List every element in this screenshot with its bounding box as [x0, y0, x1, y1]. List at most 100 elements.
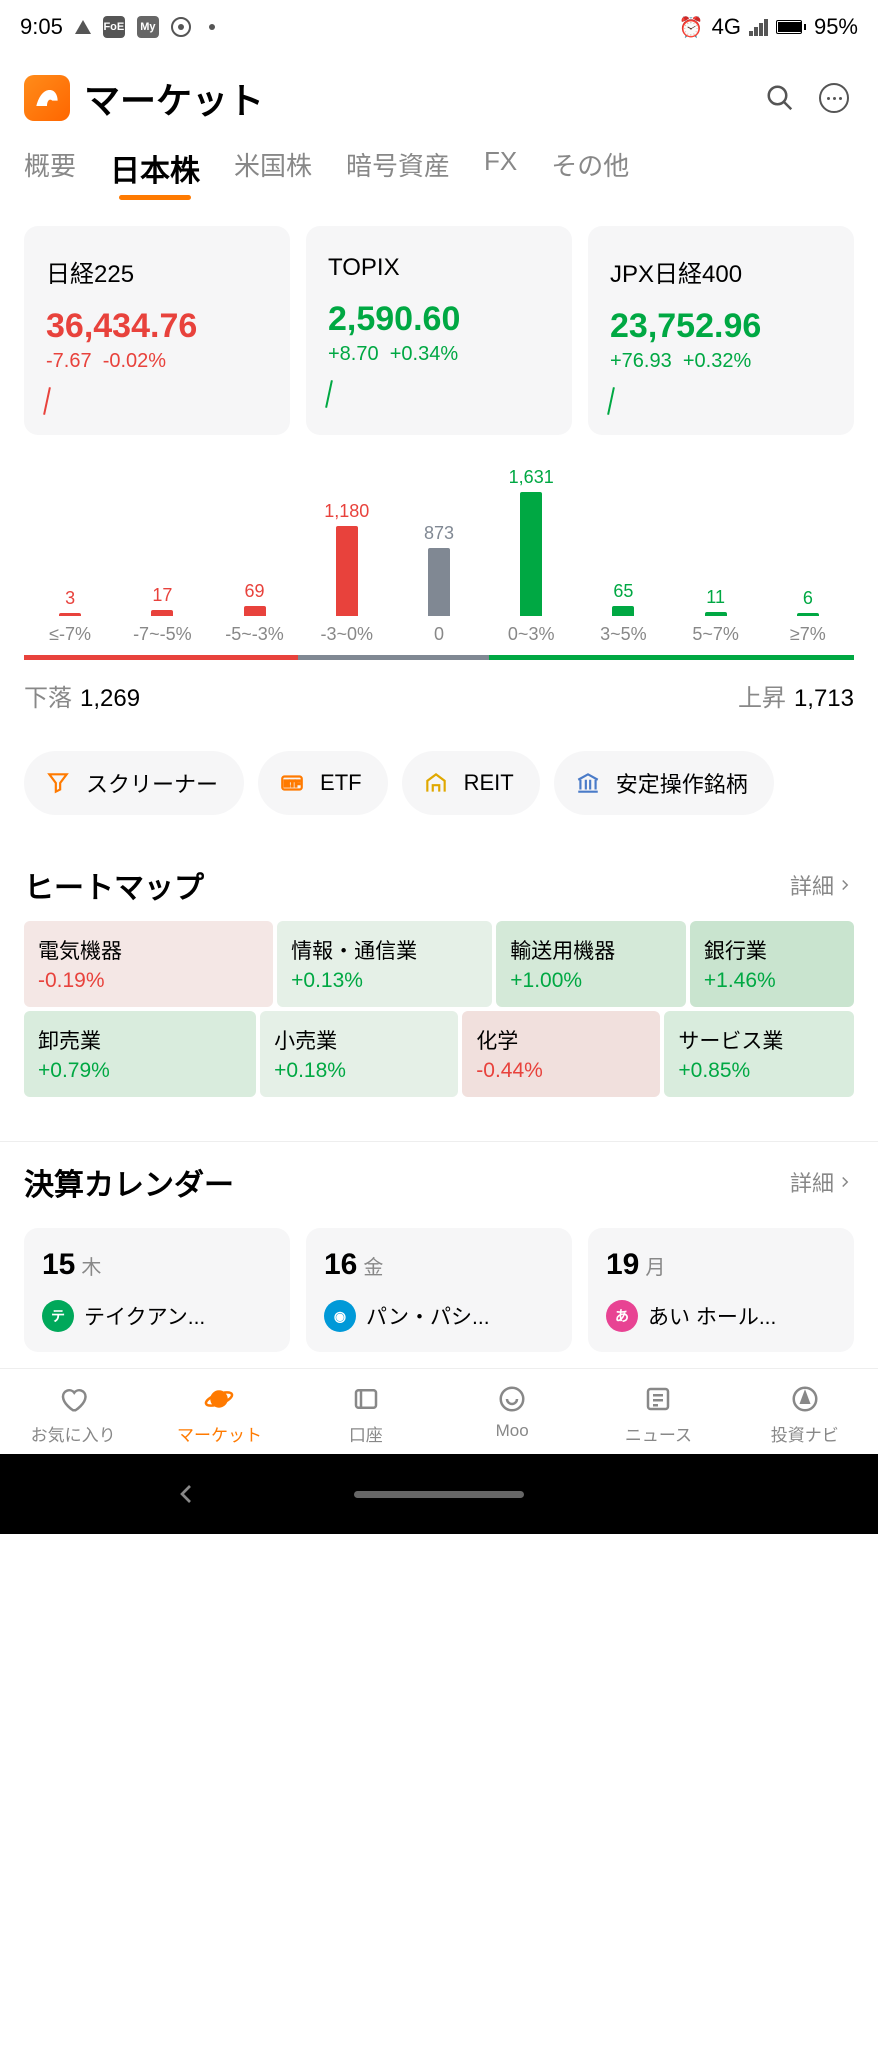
- cal-day: 15: [42, 1248, 75, 1282]
- heat-cell[interactable]: 銀行業+1.46%: [690, 921, 854, 1007]
- heat-cell[interactable]: 化学-0.44%: [462, 1011, 660, 1097]
- range-segment: [24, 655, 298, 660]
- moo-icon: [494, 1381, 530, 1417]
- tab-4[interactable]: FX: [484, 146, 517, 198]
- nav-account[interactable]: 口座: [293, 1369, 439, 1454]
- heat-name: 情報・通信業: [291, 935, 478, 965]
- tab-2[interactable]: 米国株: [234, 146, 312, 198]
- more-menu-button[interactable]: [814, 78, 854, 118]
- down-label: 下落: [24, 685, 72, 712]
- dist-value: 69: [245, 581, 265, 602]
- dist-value: 873: [424, 523, 454, 544]
- range-segment: [298, 655, 489, 660]
- heatmap[interactable]: 電気機器-0.19%情報・通信業+0.13%輸送用機器+1.00%銀行業+1.4…: [0, 921, 878, 1097]
- network-type: 4G: [712, 14, 741, 40]
- cal-day: 19: [606, 1248, 639, 1282]
- dist-col-3: 1,180 -3~0%: [301, 501, 393, 645]
- heat-name: サービス業: [678, 1025, 840, 1055]
- heat-pct: +0.18%: [274, 1059, 444, 1083]
- heat-pct: +1.46%: [704, 969, 840, 993]
- heat-name: 輸送用機器: [510, 935, 672, 965]
- tab-1[interactable]: 日本株: [110, 146, 200, 198]
- heat-cell[interactable]: 小売業+0.18%: [260, 1011, 458, 1097]
- earnings-calendar: 15木 テテイクアン... 16金 ◉パン・パシ... 19月 ああい ホール.…: [0, 1218, 878, 1352]
- earnings-detail-link[interactable]: 詳細: [790, 1166, 854, 1198]
- status-time: 9:05: [20, 14, 63, 40]
- dist-col-1: 17 -7~-5%: [116, 585, 208, 645]
- heat-name: 卸売業: [38, 1025, 242, 1055]
- index-change: +8.70 +0.34%: [328, 343, 550, 366]
- up-count: 1,713: [794, 685, 854, 712]
- svg-text:ETF: ETF: [284, 778, 300, 788]
- index-change: -7.67 -0.02%: [46, 350, 268, 373]
- dist-value: 1,180: [324, 501, 369, 522]
- heat-cell[interactable]: 電気機器-0.19%: [24, 921, 273, 1007]
- dist-col-8: 6 ≥7%: [762, 588, 854, 645]
- chip-reit[interactable]: REIT: [402, 751, 540, 815]
- nav-news[interactable]: ニュース: [585, 1369, 731, 1454]
- calendar-card-2[interactable]: 19月 ああい ホール...: [588, 1228, 854, 1352]
- down-count: 1,269: [80, 685, 140, 712]
- heat-cell[interactable]: サービス業 +0.85%: [664, 1011, 854, 1097]
- calendar-card-1[interactable]: 16金 ◉パン・パシ...: [306, 1228, 572, 1352]
- heat-cell[interactable]: 情報・通信業+0.13%: [277, 921, 492, 1007]
- company-icon: テ: [42, 1300, 74, 1332]
- nav-planet[interactable]: マーケット: [146, 1369, 292, 1454]
- etf-icon: ETF: [276, 767, 308, 799]
- cal-dow: 金: [363, 1251, 383, 1280]
- calendar-card-0[interactable]: 15木 テテイクアン...: [24, 1228, 290, 1352]
- heatmap-detail-link[interactable]: 詳細: [790, 869, 854, 901]
- heat-cell[interactable]: 卸売業+0.79%: [24, 1011, 256, 1097]
- bottom-nav: お気に入りマーケット 口座 Moo ニュース 投資ナビ: [0, 1368, 878, 1454]
- android-nav-bar: [0, 1454, 878, 1534]
- dist-value: 65: [613, 581, 633, 602]
- news-icon: [640, 1381, 676, 1417]
- up-label: 上昇: [738, 685, 786, 712]
- index-name: 日経225: [46, 254, 268, 289]
- dist-value: 1,631: [509, 467, 554, 488]
- company-name: テイクアン...: [84, 1301, 205, 1331]
- app-icon: My: [137, 16, 159, 38]
- dist-value: 11: [706, 587, 725, 608]
- nav-label: マーケット: [177, 1421, 262, 1446]
- index-name: JPX日経400: [610, 254, 832, 289]
- nav-label: Moo: [496, 1421, 529, 1441]
- chip-etf[interactable]: ETFETF: [258, 751, 388, 815]
- distribution-chart[interactable]: 3 ≤-7% 17 -7~-5% 69 -5~-3% 1,180 -3~0% 8…: [0, 453, 878, 739]
- dist-col-4: 873 0: [393, 523, 485, 645]
- status-bar: 9:05 FoE My ⏰ 4G 95%: [0, 0, 878, 54]
- search-button[interactable]: [760, 78, 800, 118]
- chip-bank[interactable]: 安定操作銘柄: [554, 751, 774, 815]
- nav-label: ニュース: [625, 1421, 692, 1446]
- chip-funnel[interactable]: スクリーナー: [24, 751, 244, 815]
- cal-day: 16: [324, 1248, 357, 1282]
- nav-moo[interactable]: Moo: [439, 1369, 585, 1454]
- heat-cell[interactable]: 輸送用機器+1.00%: [496, 921, 686, 1007]
- index-card-1[interactable]: TOPIX 2,590.60 +8.70 +0.34%: [306, 226, 572, 435]
- shield-icon: FoE: [103, 16, 125, 38]
- dist-bar: [797, 613, 819, 616]
- index-cards-row: 日経225 36,434.76 -7.67 -0.02% TOPIX 2,590…: [0, 208, 878, 453]
- index-card-0[interactable]: 日経225 36,434.76 -7.67 -0.02%: [24, 226, 290, 435]
- home-pill[interactable]: [354, 1491, 524, 1498]
- index-value: 36,434.76: [46, 307, 268, 346]
- tab-0[interactable]: 概要: [24, 146, 76, 198]
- dist-label: -5~-3%: [225, 624, 284, 645]
- account-icon: [348, 1381, 384, 1417]
- tab-5[interactable]: その他: [551, 146, 629, 198]
- nav-heart[interactable]: お気に入り: [0, 1369, 146, 1454]
- dist-bar: [59, 613, 81, 616]
- dist-value: 6: [803, 588, 813, 609]
- heat-pct: +0.85%: [678, 1059, 840, 1083]
- battery-pct: 95%: [814, 14, 858, 40]
- nav-compass[interactable]: 投資ナビ: [732, 1369, 878, 1454]
- index-card-2[interactable]: JPX日経400 23,752.96 +76.93 +0.32%: [588, 226, 854, 435]
- dist-col-7: 11 5~7%: [670, 587, 762, 645]
- tab-3[interactable]: 暗号資産: [346, 146, 450, 198]
- cal-dow: 月: [645, 1251, 665, 1280]
- market-tabs: 概要日本株米国株暗号資産 FX その他: [0, 142, 878, 208]
- back-icon[interactable]: [170, 1478, 202, 1510]
- app-header: マーケット: [0, 54, 878, 142]
- index-name: TOPIX: [328, 254, 550, 282]
- nav-label: 投資ナビ: [771, 1421, 839, 1446]
